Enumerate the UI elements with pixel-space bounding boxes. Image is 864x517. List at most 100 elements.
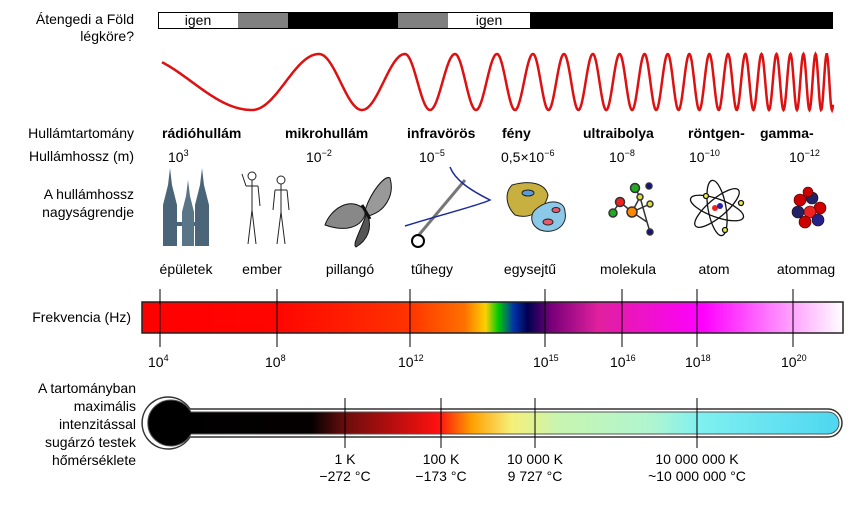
humans-icon <box>241 171 290 245</box>
temperature-row-label: intenzitással <box>59 416 136 432</box>
atom-icon <box>689 179 745 237</box>
scale-object-label: molekula <box>600 261 656 277</box>
frequency-row-label: Frekvencia (Hz) <box>32 309 131 325</box>
frequency-tick-label-base: 10 <box>610 354 626 370</box>
band-label: mikrohullám <box>285 125 368 141</box>
nucleus-icon <box>791 186 827 229</box>
frequency-tick-label: 1015 <box>533 353 559 370</box>
temperature-kelvin-label: 10 000 K <box>507 451 564 467</box>
atmosphere-segment <box>530 13 833 28</box>
temperature-celsius-label: −173 °C <box>415 468 466 484</box>
atmosphere-segment <box>448 13 530 28</box>
frequency-tick-label-exponent: 18 <box>701 353 711 363</box>
temperature-row-label: A tartományban <box>38 380 136 396</box>
scale-object-label: tűhegy <box>411 261 453 277</box>
atmosphere-segment-label: igen <box>476 12 502 28</box>
band-label: gamma- <box>760 125 814 141</box>
frequency-tick-label: 1020 <box>781 353 807 370</box>
wavelength-value-exponent: −12 <box>805 148 820 158</box>
temperature-kelvin-label: 1 K <box>334 451 356 467</box>
temperature-celsius-label: ~10 000 000 °C <box>648 468 746 484</box>
wavelength-value-exponent: 3 <box>184 148 189 158</box>
scale-row-label-line1: A hullámhossz <box>44 186 134 202</box>
wavelength-value: 103 <box>168 148 189 165</box>
band-label: rádióhullám <box>162 125 241 141</box>
wavelength-value: 10−10 <box>689 148 720 165</box>
frequency-tick-label-exponent: 16 <box>626 353 636 363</box>
buildings-icon <box>163 168 209 246</box>
wavelength-value-base: 10 <box>789 149 805 165</box>
scale-object-label: ember <box>242 261 282 277</box>
thermometer <box>141 396 843 450</box>
wavelength-value-base: 0,5×10 <box>501 149 544 165</box>
scale-object-label: épületek <box>160 261 214 277</box>
bands-row-label: Hullámtartomány <box>28 125 134 141</box>
wavelength-value: 10−2 <box>306 148 332 165</box>
frequency-tick-label-exponent: 4 <box>164 353 169 363</box>
molecule-icon <box>608 182 654 236</box>
scale-row-label-line2: nagyságrendje <box>42 204 134 220</box>
atmosphere-segment <box>288 13 398 28</box>
protozoa-icon <box>506 182 566 232</box>
atmosphere-segment <box>159 13 238 28</box>
band-label: infravörös <box>407 125 476 141</box>
frequency-tick-label-base: 10 <box>533 354 549 370</box>
atmosphere-segment-label: nem <box>668 12 695 28</box>
frequency-tick-label: 1016 <box>610 353 636 370</box>
wavelength-value: 10−12 <box>789 148 820 165</box>
frequency-tick-label-base: 10 <box>148 354 164 370</box>
atmosphere-segment <box>398 13 448 28</box>
wavelength-value-base: 10 <box>419 149 435 165</box>
frequency-spectrum-bar <box>141 301 844 334</box>
atmosphere-segment-label: nem <box>329 12 356 28</box>
atmosphere-segment-label: igen <box>185 12 211 28</box>
wavelength-value: 10−5 <box>419 148 445 165</box>
frequency-tick-label-exponent: 12 <box>414 353 424 363</box>
frequency-tick-label-exponent: 20 <box>797 353 807 363</box>
atmosphere-segment <box>238 13 288 28</box>
temperature-celsius-label: 9 727 °C <box>508 468 563 484</box>
wavelength-value-exponent: −6 <box>544 148 554 158</box>
band-label: fény <box>502 125 531 141</box>
temperature-row-label: maximális <box>74 398 136 414</box>
temperature-kelvin-label: 10 000 000 K <box>655 451 739 467</box>
wavelength-value-base: 10 <box>168 149 184 165</box>
wavelength-value-exponent: −8 <box>625 148 635 158</box>
band-label: ultraibolya <box>583 125 654 141</box>
temperature-row-label: hőmérséklete <box>52 452 136 468</box>
frequency-tick-label: 1012 <box>398 353 424 370</box>
wavelength-value-base: 10 <box>689 149 705 165</box>
atmosphere-question-line2: légköre? <box>80 28 134 44</box>
scale-object-label: egysejtű <box>504 261 556 277</box>
atmosphere-transparency-bar: igen nem igen nem <box>158 12 833 29</box>
atmosphere-question-line1: Átengedi a Föld <box>36 11 134 27</box>
wavelength-value-exponent: −5 <box>435 148 445 158</box>
wave-chirp <box>161 51 835 114</box>
frequency-tick-label-base: 10 <box>398 354 414 370</box>
butterfly-icon <box>324 177 392 248</box>
frequency-tick-label: 1018 <box>685 353 711 370</box>
frequency-tick-label-base: 10 <box>265 354 281 370</box>
frequency-tick-label-exponent: 15 <box>549 353 559 363</box>
needle-icon <box>404 166 492 248</box>
scale-object-label: atommag <box>777 261 835 277</box>
frequency-tick-label-exponent: 8 <box>281 353 286 363</box>
wavelength-value-exponent: −2 <box>322 148 332 158</box>
frequency-tick-label-base: 10 <box>781 354 797 370</box>
frequency-tick-label-base: 10 <box>685 354 701 370</box>
band-label: röntgen- <box>688 125 745 141</box>
frequency-tick-label: 108 <box>265 353 286 370</box>
wavelength-row-label: Hullámhossz (m) <box>29 148 134 164</box>
wavelength-value-base: 10 <box>609 149 625 165</box>
temperature-kelvin-label: 100 K <box>423 451 460 467</box>
scale-object-label: pillangó <box>326 261 374 277</box>
frequency-tick-label: 104 <box>148 353 169 370</box>
wavelength-value-exponent: −10 <box>705 148 720 158</box>
wavelength-value: 10−8 <box>609 148 635 165</box>
temperature-celsius-label: −272 °C <box>319 468 370 484</box>
scale-object-label: atom <box>698 261 729 277</box>
temperature-row-label: sugárzó testek <box>45 434 137 450</box>
wavelength-value-base: 10 <box>306 149 322 165</box>
wavelength-value: 0,5×10−6 <box>501 148 554 165</box>
